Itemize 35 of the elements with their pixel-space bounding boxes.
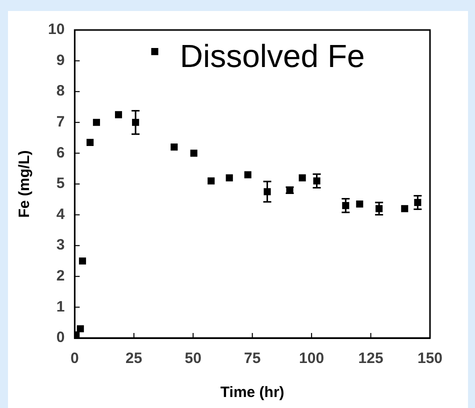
x-axis-title: Time (hr) (220, 384, 284, 402)
y-axis-title: Fe (mg/L) (16, 150, 34, 218)
point (92, 118, 100, 126)
x-tick-label: 150 (417, 350, 443, 368)
x-tick-label: 125 (358, 350, 384, 368)
x-tick-label: 100 (299, 350, 324, 368)
y-tick-label: 3 (56, 236, 65, 254)
y-tick-label: 7 (56, 114, 65, 131)
point (226, 174, 233, 182)
point (114, 111, 122, 118)
point (356, 200, 364, 208)
y-tick-label: 4 (56, 206, 66, 223)
point (170, 144, 178, 151)
x-tick-label: 75 (244, 350, 261, 368)
y-tick-label: 2 (56, 268, 65, 285)
point (76, 325, 84, 332)
y-tick-label: 6 (56, 144, 65, 162)
point (244, 171, 252, 178)
point (190, 150, 198, 157)
point (78, 257, 86, 265)
x-tick-label: 50 (184, 350, 202, 368)
chart-title: Dissolved Fe (180, 38, 365, 74)
point (86, 138, 94, 146)
point (151, 48, 158, 56)
x-tick-label: 0 (70, 350, 79, 368)
y-tick-label: 8 (56, 82, 65, 100)
y-tick-label: 9 (56, 52, 65, 69)
y-tick-label: 5 (56, 175, 65, 192)
y-tick-label: 1 (56, 298, 65, 316)
y-tick-label: 10 (48, 21, 65, 38)
point (401, 205, 408, 212)
y-tick-label: 0 (56, 329, 65, 346)
point (298, 174, 306, 182)
point (208, 177, 215, 184)
x-tick-label: 25 (126, 350, 142, 368)
